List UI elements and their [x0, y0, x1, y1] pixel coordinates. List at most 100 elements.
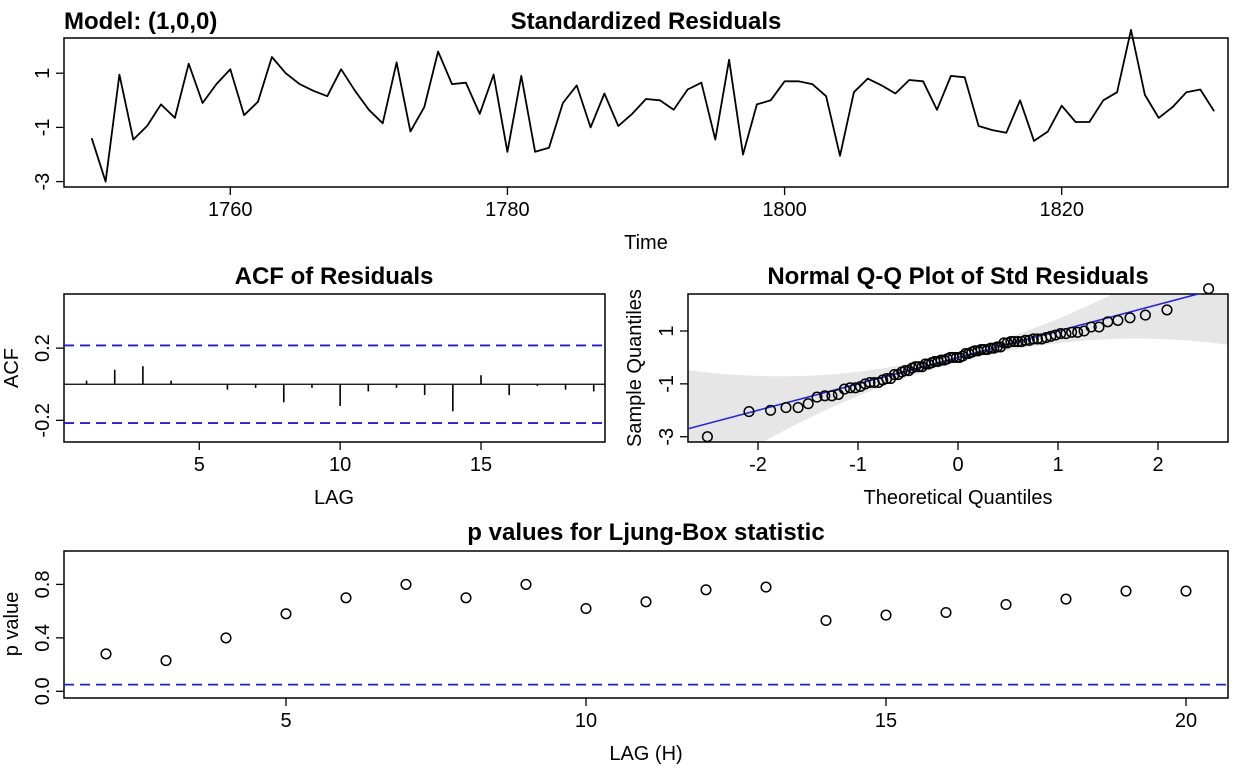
qq-xtick-label: 0: [952, 454, 963, 476]
qq-point: [916, 361, 928, 373]
qq-point: [1055, 328, 1067, 340]
residuals-xtick-label: 1780: [485, 199, 530, 221]
qq-ytick-label: -1: [656, 375, 678, 393]
ljungbox-point: [1000, 598, 1012, 611]
acf-xtick-label: 5: [194, 454, 205, 476]
residuals-panel: 1760 1780 1800 1820 -3 -1 1: [32, 29, 1229, 221]
ljungbox-point: [820, 614, 832, 627]
residuals-xtick-label: 1820: [1039, 199, 1084, 221]
ljungbox-point: [1180, 585, 1192, 597]
ljungbox-frame: [63, 550, 1229, 699]
ljungbox-point: [1060, 593, 1072, 605]
ljungbox-point: [460, 592, 472, 604]
acf-ylabel: ACF: [1, 348, 23, 388]
model-label: Model: (1,0,0): [64, 8, 217, 35]
qq-point: [765, 404, 777, 416]
ljungbox-ytick-label: 0.0: [32, 677, 54, 705]
qq-point: [811, 391, 823, 403]
qq-point: [864, 376, 876, 389]
qq-point: [802, 398, 814, 410]
qq-point: [838, 383, 850, 395]
residuals-xlabel: Time: [624, 232, 668, 254]
qq-point: [1012, 336, 1024, 348]
qq-ytick-label: -3: [656, 428, 678, 446]
ljungbox-panel: 5 10 15 20 0.0 0.4 0.8: [32, 550, 1229, 732]
acf-ytick-label: -0.2: [32, 403, 54, 437]
qq-xtick-label: 1: [1052, 454, 1063, 476]
residuals-series-line: [90, 29, 1215, 183]
qq-point: [998, 337, 1010, 349]
qq-point: [1072, 326, 1084, 338]
qq-point: [1005, 336, 1017, 348]
ljungbox-xtick-label: 20: [1175, 710, 1197, 732]
qq-point: [957, 350, 969, 362]
qq-ylabel: Sample Quantiles: [624, 289, 646, 447]
ljungbox-point: [340, 592, 352, 604]
qq-point: [1008, 336, 1020, 348]
residuals-title: Standardized Residuals: [511, 8, 782, 35]
qq-point: [1161, 304, 1173, 316]
ljungbox-point: [220, 632, 232, 644]
qq-panel: -2 -1 0 1 2 -3 -1 1: [656, 283, 1229, 476]
ljungbox-point: [700, 584, 712, 596]
acf-xlabel: LAG: [314, 487, 354, 509]
qq-title: Normal Q-Q Plot of Std Residuals: [767, 263, 1148, 290]
qq-xtick-label: -2: [749, 454, 767, 476]
qq-point: [743, 406, 755, 418]
acf-title: ACF of Residuals: [235, 263, 434, 290]
qq-point: [1093, 321, 1105, 333]
qq-point: [1139, 309, 1151, 321]
qq-point: [792, 402, 804, 414]
acf-frame: [63, 293, 606, 443]
ljungbox-point: [760, 581, 772, 593]
qq-point: [1124, 312, 1136, 324]
residuals-ytick-label: -3: [32, 173, 54, 191]
qq-xlabel: Theoretical Quantiles: [864, 487, 1053, 509]
qq-point: [780, 402, 792, 414]
residuals-ytick-label: -1: [32, 119, 54, 137]
qq-xtick-label: 2: [1152, 454, 1163, 476]
qq-point: [844, 382, 856, 394]
qq-point: [1112, 314, 1124, 326]
ljungbox-xtick-label: 5: [280, 710, 291, 732]
qq-point: [819, 390, 831, 402]
qq-point: [1203, 283, 1215, 295]
ljungbox-point: [1120, 585, 1132, 597]
qq-point: [950, 351, 963, 363]
ljungbox-xtick-label: 15: [875, 710, 897, 732]
ljungbox-ytick-label: 0.4: [32, 624, 54, 652]
residuals-xtick-label: 1800: [762, 199, 807, 221]
ljungbox-point: [400, 578, 412, 590]
qq-point: [1019, 334, 1031, 346]
qq-point: [913, 361, 925, 373]
ljungbox-point: [280, 608, 292, 620]
qq-point: [888, 369, 900, 381]
ljungbox-point: [940, 606, 952, 619]
ljungbox-point: [520, 578, 532, 590]
qq-xtick-label: -1: [849, 454, 867, 476]
qq-point: [1066, 326, 1078, 338]
ljungbox-xtick-label: 10: [575, 710, 597, 732]
ljungbox-point: [100, 648, 112, 660]
residuals-xtick-label: 1760: [208, 199, 253, 221]
qq-ytick-label: 1: [656, 325, 678, 336]
ljungbox-title: p values for Ljung-Box statistic: [467, 519, 824, 546]
acf-xtick-label: 10: [329, 454, 351, 476]
qq-point: [899, 365, 911, 377]
ljungbox-xlabel: LAG (H): [609, 743, 682, 765]
residuals-frame: [63, 37, 1229, 188]
acf-ytick-label: 0.2: [32, 334, 54, 362]
ljungbox-point: [160, 655, 172, 667]
ljungbox-point: [880, 609, 892, 621]
qq-point: [1085, 321, 1097, 333]
qq-point: [826, 390, 838, 402]
ljungbox-ylabel: p value: [1, 592, 23, 657]
qq-point: [1050, 329, 1062, 341]
qq-point: [849, 382, 861, 394]
acf-xtick-label: 15: [470, 454, 492, 476]
qq-point: [1027, 333, 1039, 345]
qq-point: [701, 431, 713, 443]
qq-point: [1060, 328, 1072, 340]
qq-point: [909, 361, 922, 373]
